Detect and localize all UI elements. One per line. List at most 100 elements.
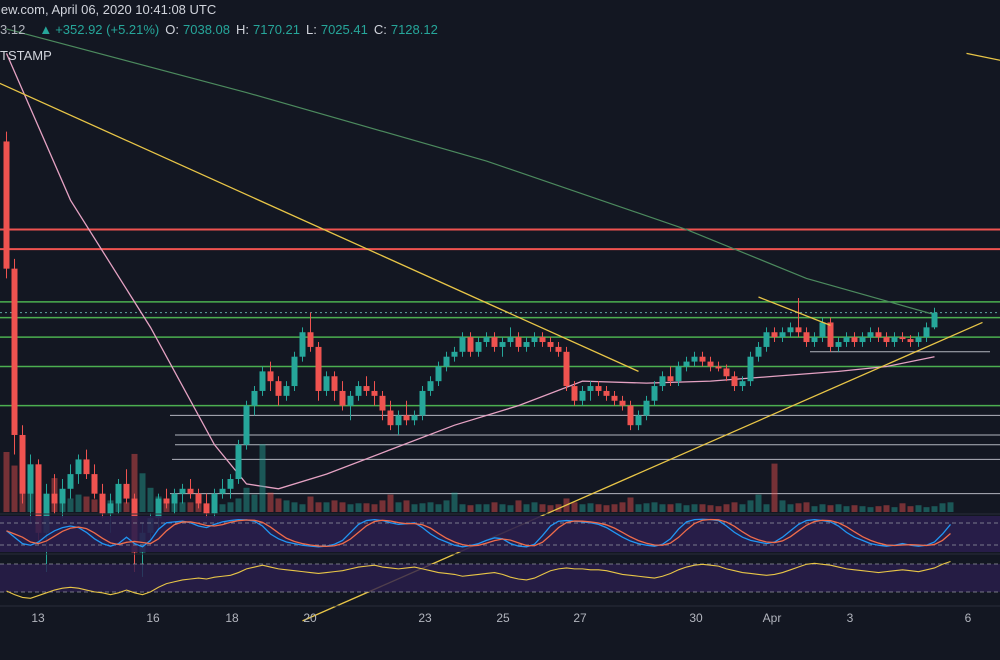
trendline [966, 52, 1000, 61]
volume-bar [723, 504, 730, 512]
volume-bar [379, 500, 386, 512]
candle-body [835, 342, 842, 347]
candle-body [123, 483, 130, 499]
candle-body [539, 337, 546, 343]
candle-body [387, 410, 394, 426]
volume-bar [547, 505, 554, 512]
volume-bar [499, 504, 506, 512]
volume-bar [691, 504, 698, 512]
candle-body [531, 337, 538, 343]
candle-body [667, 376, 674, 382]
volume-bar [275, 498, 282, 512]
candle-body [699, 356, 706, 362]
volume-bar [843, 506, 850, 512]
volume-bar [435, 504, 442, 512]
candle-body [843, 337, 850, 343]
candle-body [907, 339, 914, 343]
volume-bar [531, 502, 538, 512]
candle-body [547, 342, 554, 347]
x-tick-label: 6 [965, 611, 972, 625]
volume-bar [851, 505, 858, 512]
candle-body [627, 405, 634, 426]
volume-bar [483, 504, 490, 512]
low-value: 7025.41 [320, 21, 368, 37]
rsi-line [6, 561, 951, 599]
candle-body [163, 498, 170, 504]
volume-bar [355, 503, 362, 512]
candle-body [715, 366, 722, 369]
volume-bar [811, 506, 818, 512]
candle-body [923, 327, 930, 338]
candle-body [563, 351, 570, 387]
x-tick-label: 18 [225, 611, 239, 625]
candle-body [227, 479, 234, 489]
candle-body [331, 376, 338, 391]
exchange-label: TSTAMP [0, 48, 52, 63]
volume-bar [243, 487, 250, 512]
candle-body [795, 327, 802, 333]
volume-bar [699, 504, 706, 512]
volume-bar [771, 463, 778, 512]
volume-bar [443, 500, 450, 512]
volume-bar [571, 502, 578, 512]
candle-body [819, 322, 826, 338]
candle-body [643, 400, 650, 416]
candle-body [883, 337, 890, 343]
volume-bar [395, 502, 402, 512]
horizontal-levels [0, 228, 1000, 495]
close-label: C: [373, 21, 387, 37]
candle-body [307, 332, 314, 347]
candle-body [115, 483, 122, 504]
candle-body [931, 312, 938, 328]
volume-bar [283, 500, 290, 512]
stoch-k-line [6, 518, 951, 548]
volume-bar [827, 505, 834, 512]
candle-body [691, 356, 698, 362]
candle-body [155, 498, 162, 519]
volume-bar [315, 502, 322, 512]
up-arrow-icon: ▲ [39, 21, 53, 37]
candle-body [371, 390, 378, 396]
candle-body [379, 395, 386, 411]
candle-body [875, 332, 882, 338]
ohlc-header: 3.12 ▲ +352.92 (+5.21%) O: 7038.08 H: 7170… [0, 20, 444, 38]
candle-body [411, 415, 418, 421]
volume-bar [403, 500, 410, 512]
candle-body [915, 337, 922, 343]
volume-bar [787, 504, 794, 512]
candle-body [507, 337, 514, 343]
last-price-fragment: 3.12 [0, 21, 26, 37]
candle-body [803, 332, 810, 343]
volume-bar [347, 504, 354, 512]
candle-body [435, 366, 442, 382]
x-tick-label: 3 [847, 611, 854, 625]
candle-body [235, 444, 242, 479]
candle-body [339, 390, 346, 406]
volume-bar [627, 497, 634, 512]
volume-bar [603, 505, 610, 512]
candle-body [763, 332, 770, 347]
candle-body [403, 415, 410, 421]
volume-bar [715, 506, 722, 512]
volume-bar [235, 498, 242, 512]
rsi-band [0, 564, 1000, 592]
high-value: 7170.21 [253, 21, 300, 37]
volume-bar [763, 504, 770, 512]
candle-body [499, 342, 506, 347]
volume-bar [491, 502, 498, 512]
candle-body [275, 381, 282, 396]
candle-body [779, 332, 786, 338]
candle-body [179, 488, 186, 494]
volume-bar [251, 494, 258, 512]
candle-body [755, 346, 762, 357]
candle-body [3, 141, 10, 269]
volume-bar [587, 503, 594, 512]
candle-body [243, 405, 250, 445]
volume-bar [387, 494, 394, 512]
candle-body [259, 371, 266, 391]
volume-bar [179, 502, 186, 512]
volume-bar [419, 503, 426, 512]
volume-bar [187, 502, 194, 512]
